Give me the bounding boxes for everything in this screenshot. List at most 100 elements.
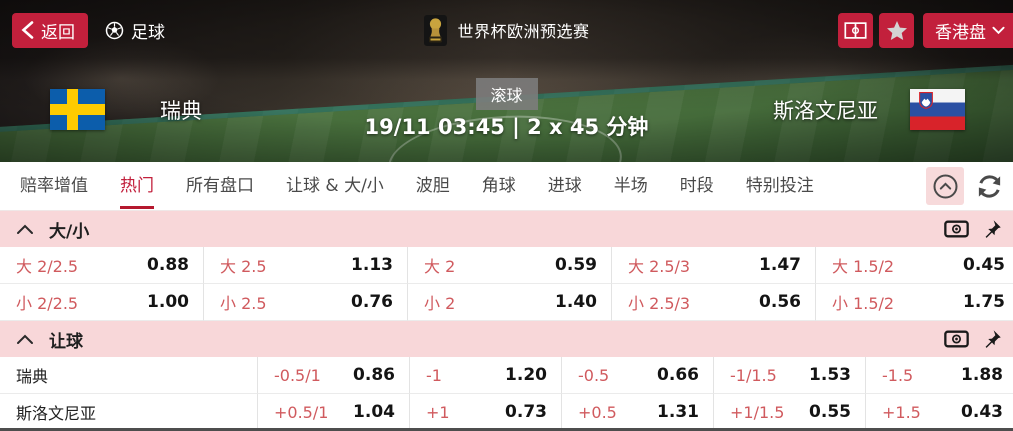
tab-odds-increase[interactable]: 赔率增值 xyxy=(20,176,88,196)
back-label: 返回 xyxy=(41,22,75,42)
tab-goals[interactable]: 进球 xyxy=(547,176,582,196)
world-cup-trophy-icon xyxy=(423,14,447,46)
league-header: 世界杯欧洲预选赛 xyxy=(423,14,590,46)
handicap-grid: 瑞典 -0.5/1 0.86 -1 1.20 -0.5 0.66 -1/1.5 … xyxy=(0,357,1013,431)
collapse-all-button[interactable] xyxy=(926,167,964,205)
odds-cell[interactable]: -1/1.5 1.53 xyxy=(714,357,866,394)
odds-label: 大 2/2.5 xyxy=(16,257,79,276)
section-over-under: 大/小 大 2/2.5 0.88 xyxy=(0,211,1013,321)
odds-label: 小 2 xyxy=(424,294,456,313)
odds-value: 0.55 xyxy=(809,402,851,422)
odds-cell[interactable]: 大 2 0.59 xyxy=(408,247,612,284)
odds-label: +0.5/1 xyxy=(274,402,329,422)
tab-all-markets[interactable]: 所有盘口 xyxy=(186,176,254,196)
odds-cell[interactable]: +1 0.73 xyxy=(410,394,562,431)
chevron-down-icon xyxy=(992,26,1005,35)
over-under-header[interactable]: 大/小 xyxy=(0,211,1013,247)
tab-handicap-over-under[interactable]: 让球 & 大/小 xyxy=(286,176,384,196)
slovenia-coat-of-arms xyxy=(919,92,933,109)
tab-hot[interactable]: 热门 xyxy=(104,162,170,210)
pushpin-icon[interactable] xyxy=(982,219,1002,239)
odds-type-label: 香港盘 xyxy=(935,22,986,42)
odds-value: 1.53 xyxy=(809,365,851,385)
stadium-header: 返回 足球 xyxy=(0,0,1013,162)
odds-value: 0.73 xyxy=(505,402,547,422)
refresh-button[interactable] xyxy=(971,168,1007,204)
favorite-button[interactable] xyxy=(879,12,914,48)
tab-correct-score[interactable]: 波胆 xyxy=(415,176,450,196)
odds-value: 1.40 xyxy=(555,292,597,312)
eye-monitor-icon[interactable] xyxy=(944,330,969,348)
bottom-divider xyxy=(0,428,1013,431)
tab-period[interactable]: 时段 xyxy=(679,176,714,196)
chevron-up-icon xyxy=(16,223,34,235)
section-tools xyxy=(944,329,1002,349)
section-handicap: 让球 瑞典 -0.5/1 0. xyxy=(0,321,1013,431)
star-icon xyxy=(886,20,908,41)
odds-value: 1.20 xyxy=(505,365,547,385)
odds-label: +0.5 xyxy=(578,402,617,422)
odds-cell[interactable]: +0.5 1.31 xyxy=(562,394,714,431)
odds-label: 大 2 xyxy=(424,257,456,276)
odds-cell[interactable]: 大 2.5/3 1.47 xyxy=(612,247,816,284)
odds-label: 大 2.5 xyxy=(220,257,267,276)
odds-cell[interactable]: 大 1.5/2 0.45 xyxy=(816,247,1013,284)
eye-monitor-icon[interactable] xyxy=(944,220,969,238)
tab-special-bets[interactable]: 特别投注 xyxy=(745,176,814,196)
odds-cell[interactable]: -1.5 1.88 xyxy=(866,357,1013,394)
handicap-team-name: 瑞典 xyxy=(0,357,258,394)
home-team-flag-sweden xyxy=(50,89,105,130)
odds-cell[interactable]: 小 2.5/3 0.56 xyxy=(612,284,816,321)
tab-corners[interactable]: 角球 xyxy=(481,176,516,196)
handicap-header[interactable]: 让球 xyxy=(0,321,1013,357)
soccer-ball-icon xyxy=(105,21,124,40)
odds-cell[interactable]: -0.5 0.66 xyxy=(562,357,714,394)
tab-half[interactable]: 半场 xyxy=(613,176,648,196)
odds-value: 0.56 xyxy=(759,292,801,312)
league-title: 世界杯欧洲预选赛 xyxy=(457,22,590,41)
odds-cell[interactable]: 小 1.5/2 1.75 xyxy=(816,284,1013,321)
top-bar-actions: 香港盘 xyxy=(838,12,1013,48)
chevron-up-icon xyxy=(16,333,34,345)
odds-label: 小 2.5/3 xyxy=(628,294,691,313)
odds-value: 1.13 xyxy=(351,255,393,275)
odds-cell[interactable]: -0.5/1 0.86 xyxy=(258,357,410,394)
odds-cell[interactable]: +0.5/1 1.04 xyxy=(258,394,410,431)
odds-label: +1 xyxy=(426,402,450,422)
odds-value: 1.75 xyxy=(963,292,1005,312)
odds-label: -0.5 xyxy=(578,365,610,385)
odds-label: 大 1.5/2 xyxy=(832,257,895,276)
pitch-view-button[interactable] xyxy=(838,12,873,48)
sport-label: 足球 xyxy=(131,22,165,43)
odds-cell[interactable]: +1.5 0.43 xyxy=(866,394,1013,431)
handicap-team-name: 斯洛文尼亚 xyxy=(0,394,258,431)
match-time-info: 19/11 03:45 | 2 x 45 分钟 xyxy=(364,115,649,139)
odds-label: 小 2/2.5 xyxy=(16,294,79,313)
pushpin-icon[interactable] xyxy=(982,329,1002,349)
odds-cell[interactable]: +1/1.5 0.55 xyxy=(714,394,866,431)
odds-label: -1.5 xyxy=(882,365,914,385)
odds-cell[interactable]: 大 2/2.5 0.88 xyxy=(0,247,204,284)
pitch-icon xyxy=(844,21,867,39)
odds-cell[interactable]: 小 2 1.40 xyxy=(408,284,612,321)
odds-cell[interactable]: -1 1.20 xyxy=(410,357,562,394)
chevron-left-icon xyxy=(21,21,34,39)
odds-label: -1/1.5 xyxy=(730,365,777,385)
market-tab-bar: 赔率增值 热门 所有盘口 让球 & 大/小 波胆 角球 进球 半场 时段 特别投… xyxy=(0,162,1013,211)
back-button[interactable]: 返回 xyxy=(12,12,88,48)
odds-label: +1.5 xyxy=(882,402,921,422)
odds-type-dropdown[interactable]: 香港盘 xyxy=(923,12,1013,48)
odds-cell[interactable]: 小 2.5 0.76 xyxy=(204,284,408,321)
odds-cell[interactable]: 大 2.5 1.13 xyxy=(204,247,408,284)
section-tools xyxy=(944,219,1002,239)
odds-value: 1.47 xyxy=(759,255,801,275)
odds-label: -1 xyxy=(426,365,442,385)
sport-selector[interactable]: 足球 xyxy=(105,18,165,43)
home-team-name: 瑞典 xyxy=(160,99,202,123)
odds-value: 0.59 xyxy=(555,255,597,275)
odds-value: 0.43 xyxy=(961,402,1003,422)
odds-cell[interactable]: 小 2/2.5 1.00 xyxy=(0,284,204,321)
circle-chevron-up-icon xyxy=(932,173,959,200)
over-under-grid: 大 2/2.5 0.88 大 2.5 1.13 大 2 0.59 大 2.5/3… xyxy=(0,247,1013,321)
